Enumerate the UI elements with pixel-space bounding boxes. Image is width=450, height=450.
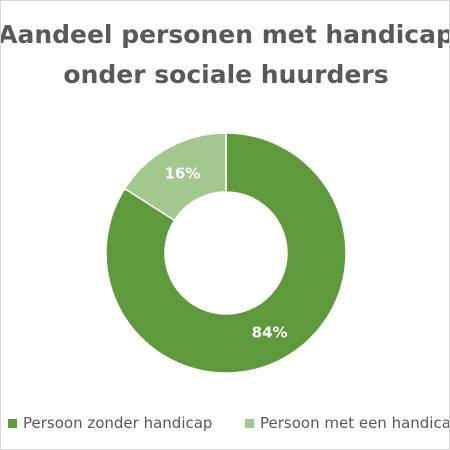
legend-label-zonder-handicap: Persoon zonder handicap — [23, 414, 213, 432]
data-label-slice-2: 16% — [164, 165, 200, 183]
legend-item-met-handicap: Persoon met een handicap — [245, 414, 450, 432]
donut-slice-2 — [123, 132, 227, 222]
chart-title: Aandeel personen met handicap onder soci… — [0, 15, 450, 95]
chart-title-line-1: Aandeel personen met handicap — [0, 20, 450, 49]
legend-swatch-zonder-handicap — [8, 418, 17, 428]
chart-title-line-2: onder sociale huurders — [63, 60, 389, 89]
donut-slice-1 — [105, 132, 347, 374]
legend-swatch-met-handicap — [245, 418, 254, 428]
legend-label-met-handicap: Persoon met een handicap — [260, 414, 450, 432]
legend: Persoon zonder handicap Persoon met een … — [1, 414, 450, 438]
legend-item-zonder-handicap: Persoon zonder handicap — [8, 414, 212, 432]
data-label-slice-1: 84% — [252, 323, 288, 341]
